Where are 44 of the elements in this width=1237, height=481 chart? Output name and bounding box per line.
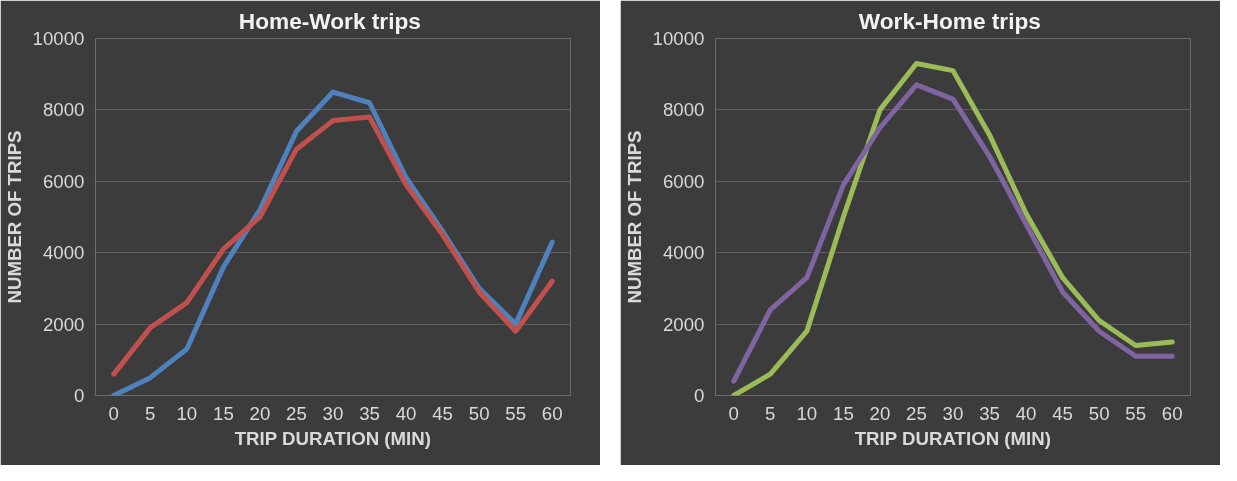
y-axis-title: NUMBER OF TRIPS bbox=[3, 130, 25, 304]
x-axis-title: TRIP DURATION (MIN) bbox=[234, 427, 431, 449]
y-tick-label: 6000 bbox=[663, 170, 705, 192]
x-tick-label: 20 bbox=[249, 402, 271, 424]
x-tick-label: 45 bbox=[432, 402, 454, 424]
x-tick-label: 15 bbox=[213, 402, 234, 424]
x-tick-label: 25 bbox=[286, 402, 307, 424]
x-tick-label: 35 bbox=[359, 402, 380, 424]
x-tick-label: 50 bbox=[468, 402, 490, 424]
x-tick-label: 0 bbox=[108, 402, 119, 424]
y-tick-label: 0 bbox=[74, 385, 85, 406]
x-tick-label: 15 bbox=[833, 402, 854, 424]
y-tick-label: 10000 bbox=[32, 28, 85, 49]
y-tick-label: 2000 bbox=[663, 313, 705, 335]
x-tick-label: 35 bbox=[979, 402, 1000, 424]
x-tick-label: 5 bbox=[765, 402, 776, 424]
chart-title: Home-Work trips bbox=[238, 7, 421, 34]
x-tick-label: 30 bbox=[942, 402, 964, 424]
y-tick-label: 10000 bbox=[652, 28, 705, 49]
x-tick-label: 10 bbox=[796, 402, 818, 424]
chart-title: Work-Home trips bbox=[858, 7, 1041, 34]
y-axis-title: NUMBER OF TRIPS bbox=[623, 130, 645, 304]
y-tick-label: 6000 bbox=[43, 170, 85, 192]
x-tick-label: 25 bbox=[906, 402, 927, 424]
x-tick-label: 5 bbox=[145, 402, 156, 424]
x-tick-label: 55 bbox=[1125, 402, 1147, 424]
y-tick-label: 8000 bbox=[43, 99, 85, 121]
x-tick-label: 45 bbox=[1052, 402, 1074, 424]
x-tick-label: 20 bbox=[869, 402, 891, 424]
y-tick-label: 4000 bbox=[43, 242, 85, 264]
x-tick-label: 55 bbox=[505, 402, 527, 424]
y-tick-label: 8000 bbox=[663, 99, 705, 121]
x-tick-label: 40 bbox=[1015, 402, 1037, 424]
x-tick-label: 60 bbox=[541, 402, 563, 424]
x-tick-label: 60 bbox=[1161, 402, 1183, 424]
y-tick-label: 2000 bbox=[43, 313, 85, 335]
y-tick-label: 0 bbox=[694, 385, 705, 406]
x-tick-label: 0 bbox=[728, 402, 739, 424]
x-tick-label: 50 bbox=[1088, 402, 1110, 424]
x-tick-label: 30 bbox=[322, 402, 344, 424]
x-tick-label: 40 bbox=[395, 402, 417, 424]
x-axis-title: TRIP DURATION (MIN) bbox=[854, 427, 1051, 449]
y-tick-label: 4000 bbox=[663, 242, 705, 264]
x-tick-label: 10 bbox=[176, 402, 198, 424]
